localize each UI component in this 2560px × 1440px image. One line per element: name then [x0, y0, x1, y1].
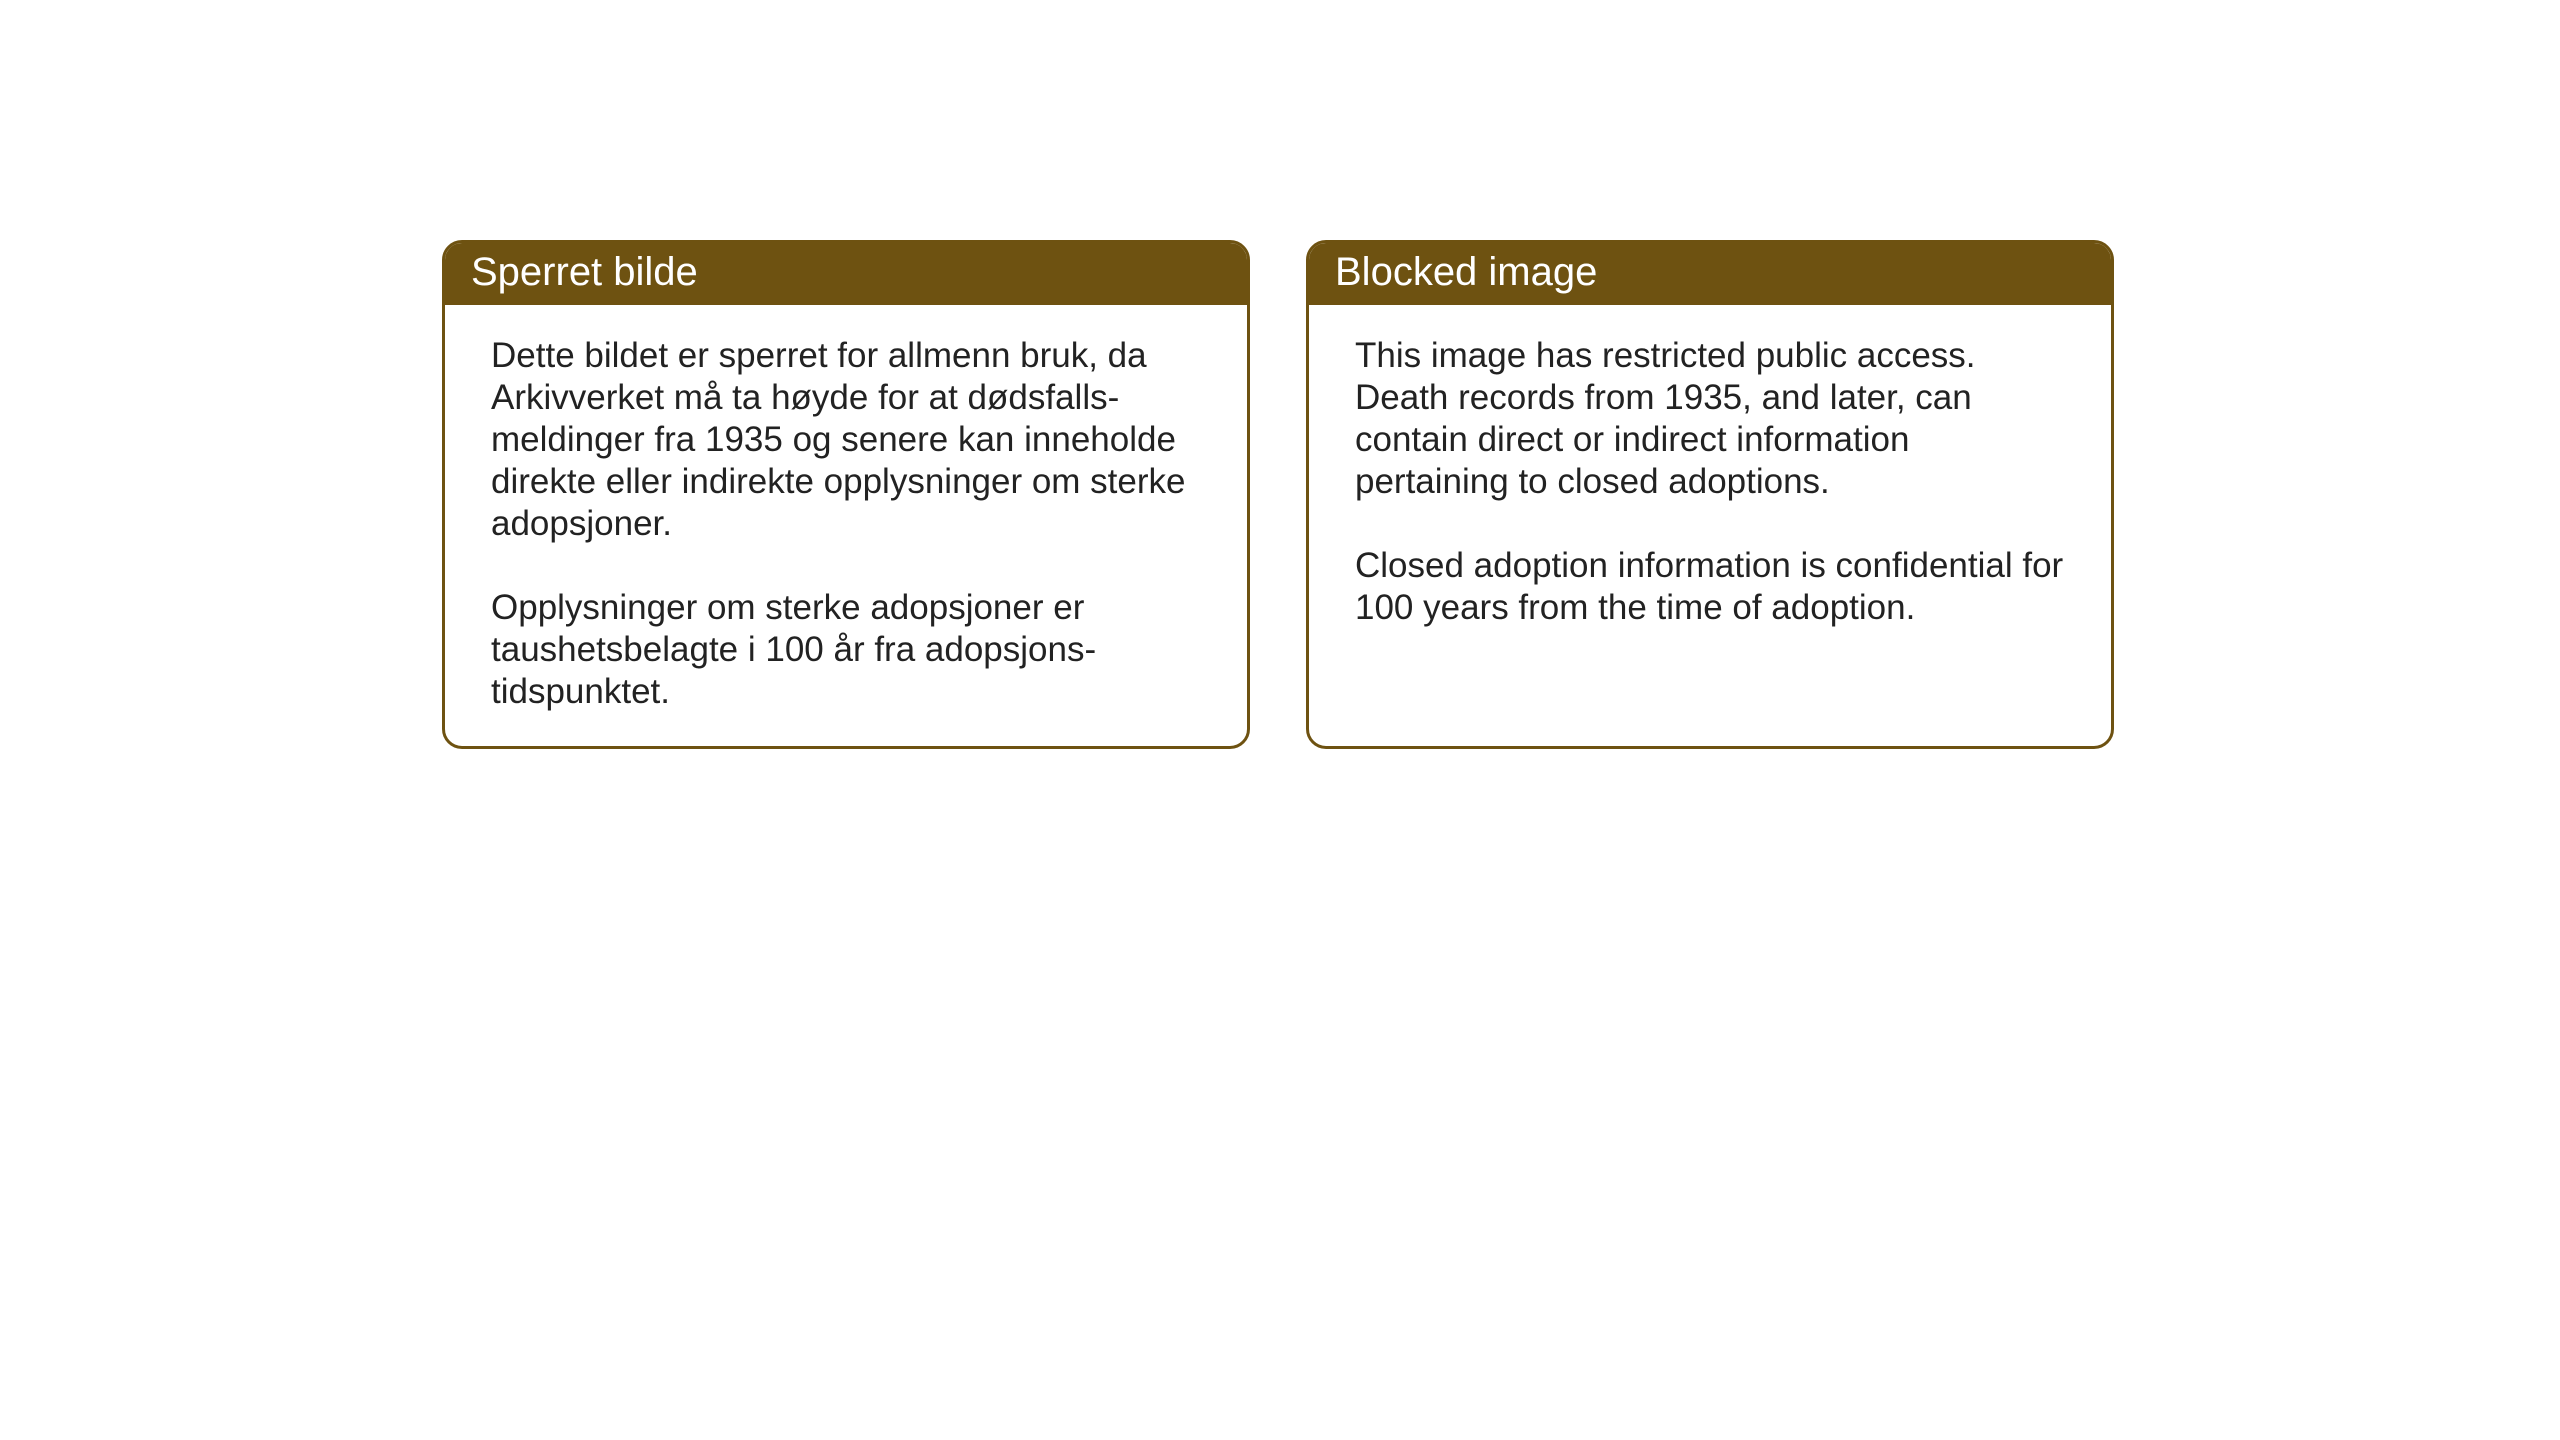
notice-card-norwegian: Sperret bilde Dette bildet er sperret fo…	[442, 240, 1250, 749]
card-paragraph-2-norwegian: Opplysninger om sterke adopsjoner er tau…	[491, 587, 1201, 713]
card-header-norwegian: Sperret bilde	[445, 243, 1247, 305]
card-paragraph-1-english: This image has restricted public access.…	[1355, 335, 2065, 503]
card-paragraph-2-english: Closed adoption information is confident…	[1355, 545, 2065, 629]
card-title-english: Blocked image	[1335, 250, 1597, 295]
card-body-english: This image has restricted public access.…	[1309, 305, 2111, 659]
card-title-norwegian: Sperret bilde	[471, 250, 698, 295]
card-paragraph-1-norwegian: Dette bildet er sperret for allmenn bruk…	[491, 335, 1201, 545]
card-header-english: Blocked image	[1309, 243, 2111, 305]
notice-container: Sperret bilde Dette bildet er sperret fo…	[442, 240, 2114, 749]
card-body-norwegian: Dette bildet er sperret for allmenn bruk…	[445, 305, 1247, 743]
notice-card-english: Blocked image This image has restricted …	[1306, 240, 2114, 749]
